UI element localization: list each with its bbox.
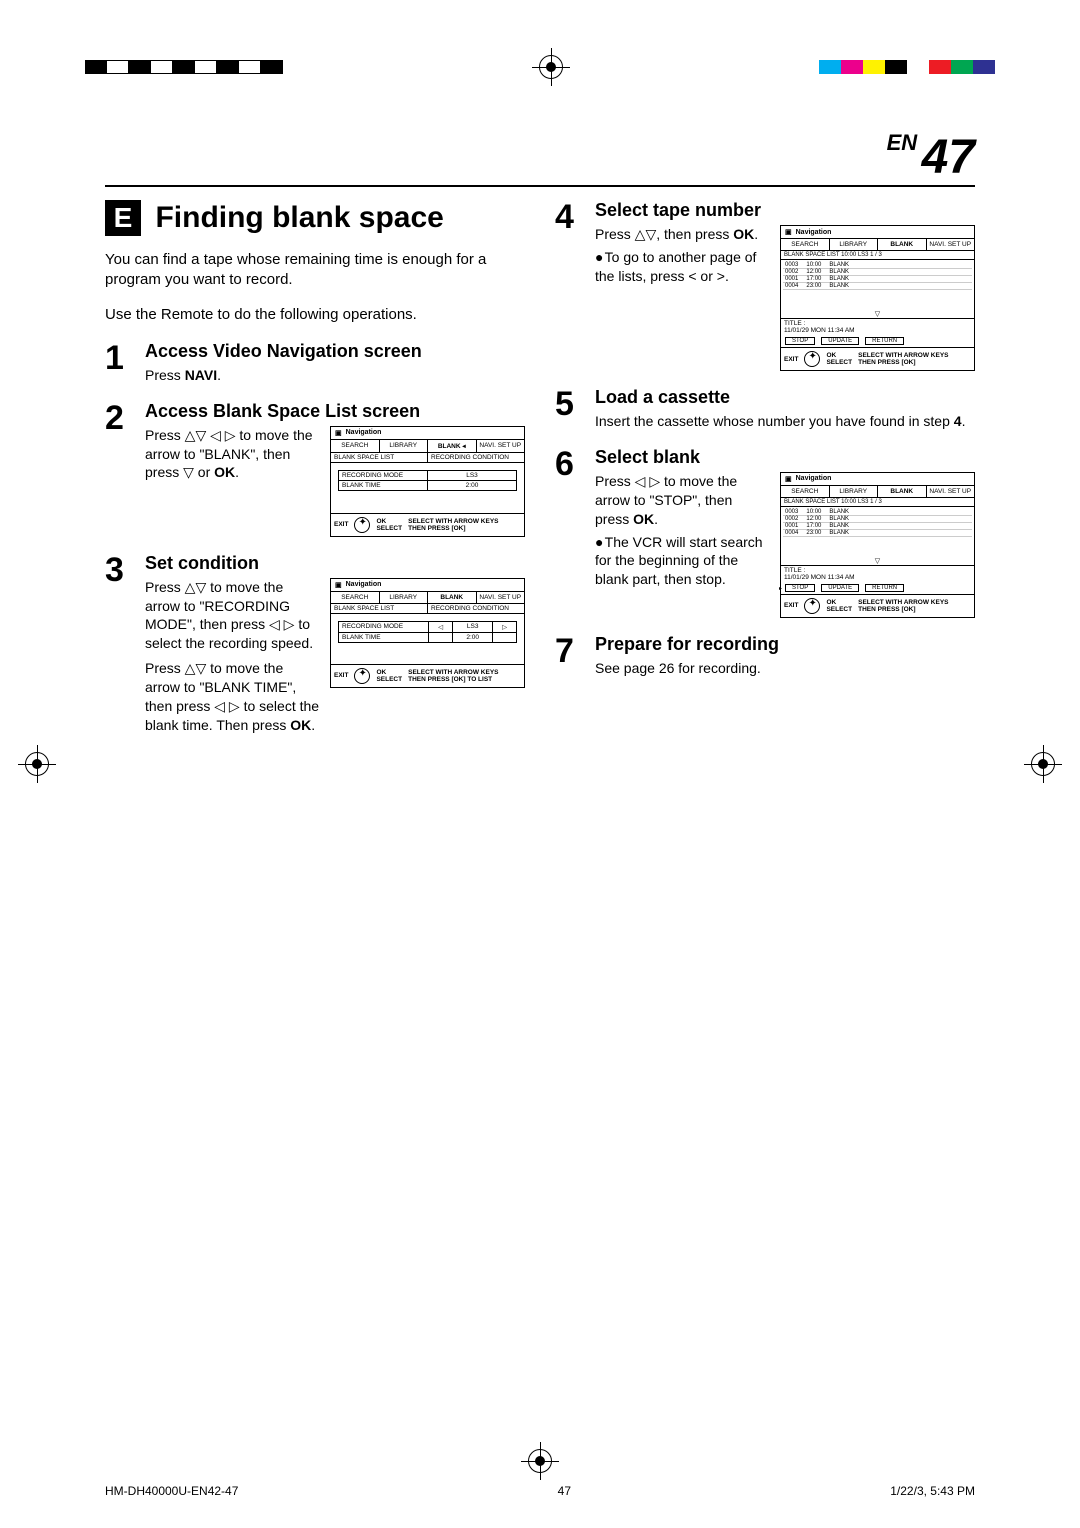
- remote-icon: [804, 598, 820, 614]
- intro-text-2: Use the Remote to do the following opera…: [105, 305, 525, 325]
- footer-page: 47: [558, 1484, 571, 1498]
- footer-file: HM-DH40000U-EN42-47: [105, 1484, 238, 1498]
- step-6: 6 Select blank Press ◁ ▷ to move the arr…: [555, 447, 975, 618]
- section-title: Finding blank space: [155, 201, 443, 235]
- step-3: 3 Set condition Press △▽ to move the arr…: [105, 553, 525, 735]
- registration-mark-top: [539, 55, 563, 79]
- registration-mark-bottom: [528, 1449, 552, 1473]
- step-5: 5 Load a cassette Insert the cassette wh…: [555, 387, 975, 431]
- right-column: 4 Select tape number Press △▽, then pres…: [555, 200, 975, 735]
- step-4-bullet: ● To go to another page of the lists, pr…: [595, 248, 770, 286]
- nav-screen-tape-list: ▣Navigation SEARCH LIBRARY BLANK NAVI. S…: [780, 225, 975, 371]
- step-6-bullet: ● The VCR will start search for the begi…: [595, 533, 770, 590]
- step-1: 1 Access Video Navigation screen Press N…: [105, 341, 525, 385]
- intro-text-1: You can find a tape whose remaining time…: [105, 250, 525, 291]
- step-6-text: Press ◁ ▷ to move the arrow to "STOP", t…: [595, 472, 770, 529]
- step-7: 7 Prepare for recording See page 26 for …: [555, 634, 975, 678]
- nav-screen-select-blank: ▣Navigation SEARCH LIBRARY BLANK NAVI. S…: [780, 472, 975, 618]
- registration-mark-right: [1031, 752, 1055, 776]
- header-rule: [105, 185, 975, 187]
- step-4: 4 Select tape number Press △▽, then pres…: [555, 200, 975, 371]
- step-3-text-1: Press △▽ to move the arrow to "RECORDING…: [145, 578, 320, 654]
- left-column: E Finding blank space You can find a tap…: [105, 200, 525, 735]
- step-3-title: Set condition: [145, 553, 525, 574]
- remote-icon: [354, 668, 370, 684]
- nav-screen-blank-list: ▣Navigation SEARCH LIBRARY BLANK ◂ NAVI.…: [330, 426, 525, 537]
- step-7-title: Prepare for recording: [595, 634, 975, 655]
- step-2-title: Access Blank Space List screen: [145, 401, 525, 422]
- step-4-text: Press △▽, then press OK.: [595, 225, 770, 244]
- remote-icon: [354, 517, 370, 533]
- step-2-text: Press △▽ ◁ ▷ to move the arrow to "BLANK…: [145, 426, 320, 483]
- step-2: 2 Access Blank Space List screen Press △…: [105, 401, 525, 537]
- print-registration-bars: [0, 55, 1080, 79]
- registration-mark-left: [25, 752, 49, 776]
- page-content: E Finding blank space You can find a tap…: [105, 200, 975, 735]
- section-header: E Finding blank space: [105, 200, 525, 236]
- step-6-title: Select blank: [595, 447, 975, 468]
- step-5-title: Load a cassette: [595, 387, 975, 408]
- nav-screen-condition: ▣Navigation SEARCH LIBRARY BLANK NAVI. S…: [330, 578, 525, 688]
- step-7-text: See page 26 for recording.: [595, 659, 975, 678]
- step-3-text-2: Press △▽ to move the arrow to "BLANK TIM…: [145, 659, 320, 735]
- step-1-text: Press NAVI.: [145, 366, 525, 385]
- remote-icon: [804, 351, 820, 367]
- footer-datetime: 1/22/3, 5:43 PM: [890, 1484, 975, 1498]
- step-5-text: Insert the cassette whose number you hav…: [595, 412, 975, 431]
- page-number: EN 47: [887, 130, 975, 185]
- page-footer: HM-DH40000U-EN42-47 47 1/22/3, 5:43 PM: [105, 1484, 975, 1498]
- section-letter: E: [105, 200, 141, 236]
- step-4-title: Select tape number: [595, 200, 975, 221]
- step-1-title: Access Video Navigation screen: [145, 341, 525, 362]
